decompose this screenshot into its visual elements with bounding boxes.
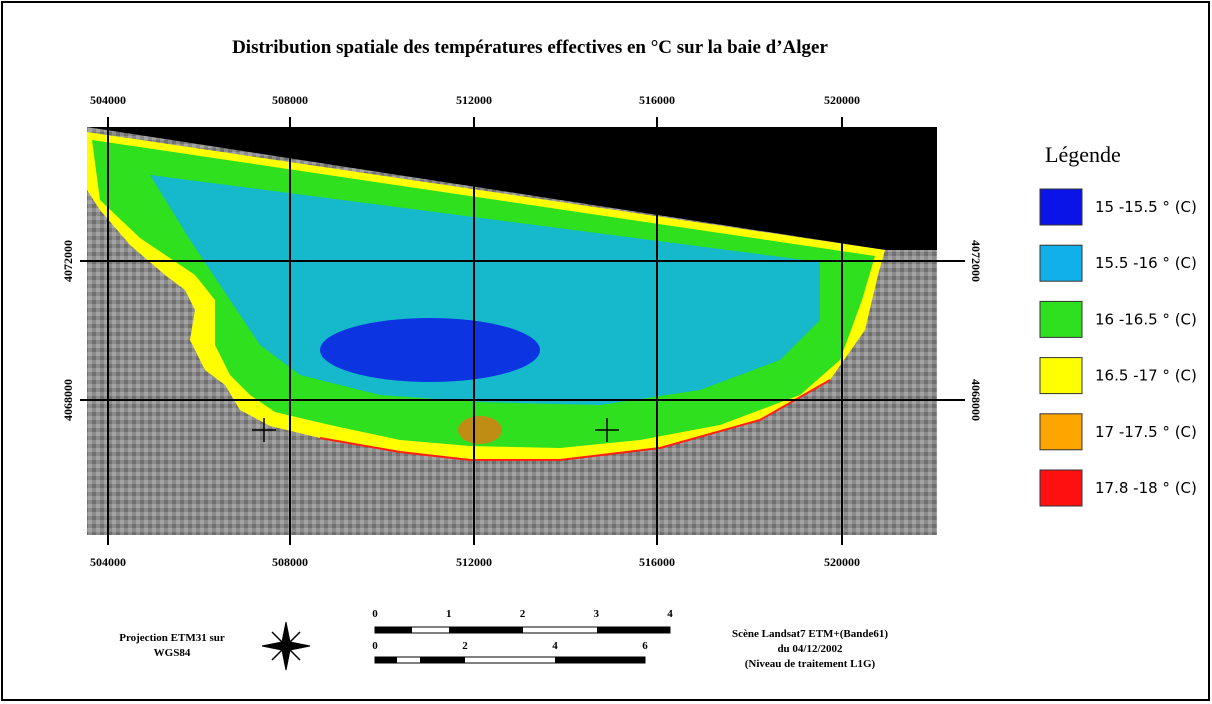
grid-label: 504000: [90, 555, 126, 569]
scale-label: 6: [642, 640, 648, 652]
grid-label: 516000: [639, 93, 675, 107]
scale-label: 2: [520, 608, 526, 620]
legend-label: 15.5 -16 ° (C): [1095, 254, 1197, 272]
scale-label: 4: [552, 640, 558, 652]
grid-label: 4072000: [969, 240, 983, 282]
grid-label: 516000: [639, 555, 675, 569]
legend-swatch: [1040, 245, 1082, 281]
grid-label: 512000: [456, 555, 492, 569]
map: [80, 117, 965, 545]
scale-label: 2: [462, 640, 468, 652]
scene: (Niveau de traitement L1G): [745, 658, 876, 670]
legend-label: 16.5 -17 ° (C): [1095, 367, 1197, 385]
grid-label: 508000: [272, 93, 308, 107]
scale-label: 0: [372, 640, 378, 652]
title: Distribution spatiale des températures e…: [232, 37, 828, 58]
grid-label: 508000: [272, 555, 308, 569]
warm-spot: [458, 416, 502, 444]
projection: WGS84: [154, 647, 191, 659]
legend-swatch: [1040, 358, 1082, 394]
projection: Projection ETM31 sur: [119, 632, 225, 644]
grid-label: 512000: [456, 93, 492, 107]
scene: du 04/12/2002: [777, 643, 843, 655]
grid-label: 520000: [824, 93, 860, 107]
scale-label: 4: [667, 608, 673, 620]
legend-label: 16 -16.5 ° (C): [1095, 310, 1197, 328]
legend-label: 15 -15.5 ° (C): [1095, 198, 1197, 216]
scale-label: 1: [446, 608, 452, 620]
scale-label: 3: [594, 608, 600, 620]
scale-label: 0: [372, 608, 378, 620]
legend-label: 17.8 -18 ° (C): [1095, 479, 1197, 497]
grid-label: 520000: [824, 555, 860, 569]
scene: Scène Landsat7 ETM+(Bande61): [732, 628, 888, 640]
grid-label: 4068000: [969, 379, 983, 421]
legend-swatch: [1040, 414, 1082, 450]
grid-label: 4072000: [61, 240, 75, 282]
grid-label: 4068000: [61, 379, 75, 421]
legend-label: 17 -17.5 ° (C): [1095, 423, 1197, 441]
legend-swatch: [1040, 470, 1082, 506]
legend-title: Légende: [1045, 142, 1121, 167]
sea-blue: [320, 318, 540, 382]
legend-swatch: [1040, 301, 1082, 337]
grid-label: 504000: [90, 93, 126, 107]
legend-swatch: [1040, 189, 1082, 225]
page: Distribution spatiale des températures e…: [0, 0, 1212, 704]
